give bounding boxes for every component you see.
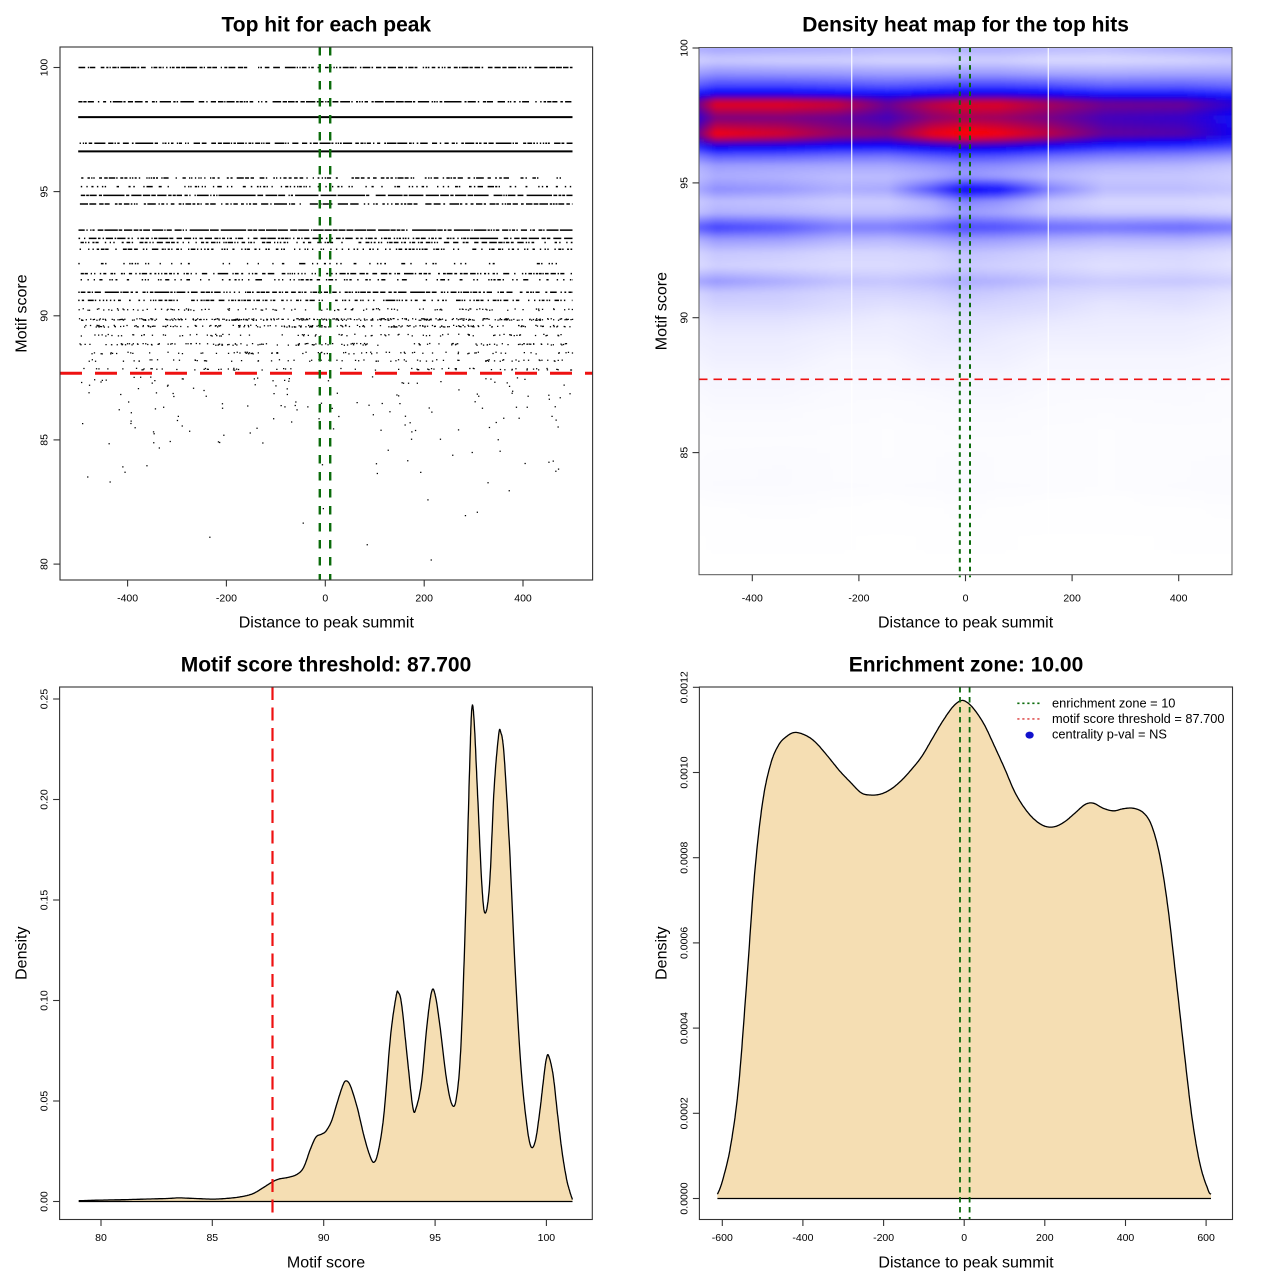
- svg-text:200: 200: [1036, 1232, 1054, 1244]
- svg-text:0.05: 0.05: [39, 1091, 51, 1112]
- svg-text:motif score threshold = 87.700: motif score threshold = 87.700: [1052, 711, 1225, 726]
- svg-text:0: 0: [963, 593, 969, 605]
- svg-text:Density: Density: [654, 927, 671, 980]
- svg-text:0.20: 0.20: [39, 789, 51, 810]
- svg-text:400: 400: [1170, 593, 1188, 605]
- svg-text:200: 200: [415, 593, 433, 605]
- svg-text:-200: -200: [216, 593, 237, 605]
- svg-text:0.00: 0.00: [39, 1191, 51, 1212]
- svg-text:-400: -400: [742, 593, 763, 605]
- svg-text:Motif score: Motif score: [287, 1255, 365, 1272]
- svg-text:0.25: 0.25: [39, 689, 51, 710]
- svg-text:90: 90: [318, 1232, 330, 1244]
- svg-text:200: 200: [1063, 593, 1081, 605]
- svg-text:0.15: 0.15: [39, 890, 51, 911]
- svg-text:-200: -200: [848, 593, 869, 605]
- svg-text:0.0006: 0.0006: [679, 927, 691, 959]
- svg-text:Density: Density: [14, 927, 31, 980]
- svg-text:90: 90: [679, 312, 691, 324]
- svg-text:Distance to peak summit: Distance to peak summit: [878, 1255, 1054, 1272]
- svg-text:Motif score: Motif score: [654, 272, 671, 350]
- svg-text:enrichment zone = 10: enrichment zone = 10: [1052, 695, 1175, 710]
- svg-text:400: 400: [514, 593, 532, 605]
- svg-text:centrality p-val = NS: centrality p-val = NS: [1052, 727, 1167, 742]
- svg-text:0: 0: [322, 593, 328, 605]
- svg-text:95: 95: [679, 177, 691, 189]
- svg-text:90: 90: [39, 310, 51, 322]
- svg-text:0.0010: 0.0010: [679, 756, 691, 788]
- svg-text:600: 600: [1197, 1232, 1215, 1244]
- svg-text:0: 0: [961, 1232, 967, 1244]
- svg-text:0.0002: 0.0002: [679, 1097, 691, 1129]
- svg-text:400: 400: [1117, 1232, 1135, 1244]
- svg-text:Distance to peak summit: Distance to peak summit: [878, 615, 1054, 632]
- svg-text:85: 85: [679, 447, 691, 459]
- svg-text:Distance to peak summit: Distance to peak summit: [239, 615, 415, 632]
- svg-text:0.0000: 0.0000: [679, 1182, 691, 1214]
- svg-text:0.0004: 0.0004: [679, 1012, 691, 1044]
- svg-text:100: 100: [39, 59, 51, 77]
- svg-text:Motif score threshold: 87.700: Motif score threshold: 87.700: [181, 654, 472, 677]
- svg-text:-400: -400: [117, 593, 138, 605]
- svg-text:-200: -200: [873, 1232, 894, 1244]
- svg-text:85: 85: [39, 434, 51, 446]
- svg-text:Motif score: Motif score: [14, 274, 31, 352]
- svg-text:0.10: 0.10: [39, 990, 51, 1011]
- svg-text:95: 95: [39, 186, 51, 198]
- svg-text:80: 80: [95, 1232, 107, 1244]
- svg-text:100: 100: [538, 1232, 556, 1244]
- svg-text:Density heat map for the top h: Density heat map for the top hits: [802, 14, 1129, 37]
- svg-text:-400: -400: [792, 1232, 813, 1244]
- svg-text:85: 85: [206, 1232, 218, 1244]
- svg-text:Enrichment zone: 10.00: Enrichment zone: 10.00: [849, 654, 1084, 677]
- svg-text:0.0012: 0.0012: [679, 671, 691, 703]
- svg-text:80: 80: [39, 558, 51, 570]
- svg-text:-600: -600: [712, 1232, 733, 1244]
- svg-text:Top hit for each peak: Top hit for each peak: [221, 14, 431, 37]
- svg-text:0.0008: 0.0008: [679, 841, 691, 873]
- svg-text:100: 100: [679, 39, 691, 57]
- svg-text:95: 95: [429, 1232, 441, 1244]
